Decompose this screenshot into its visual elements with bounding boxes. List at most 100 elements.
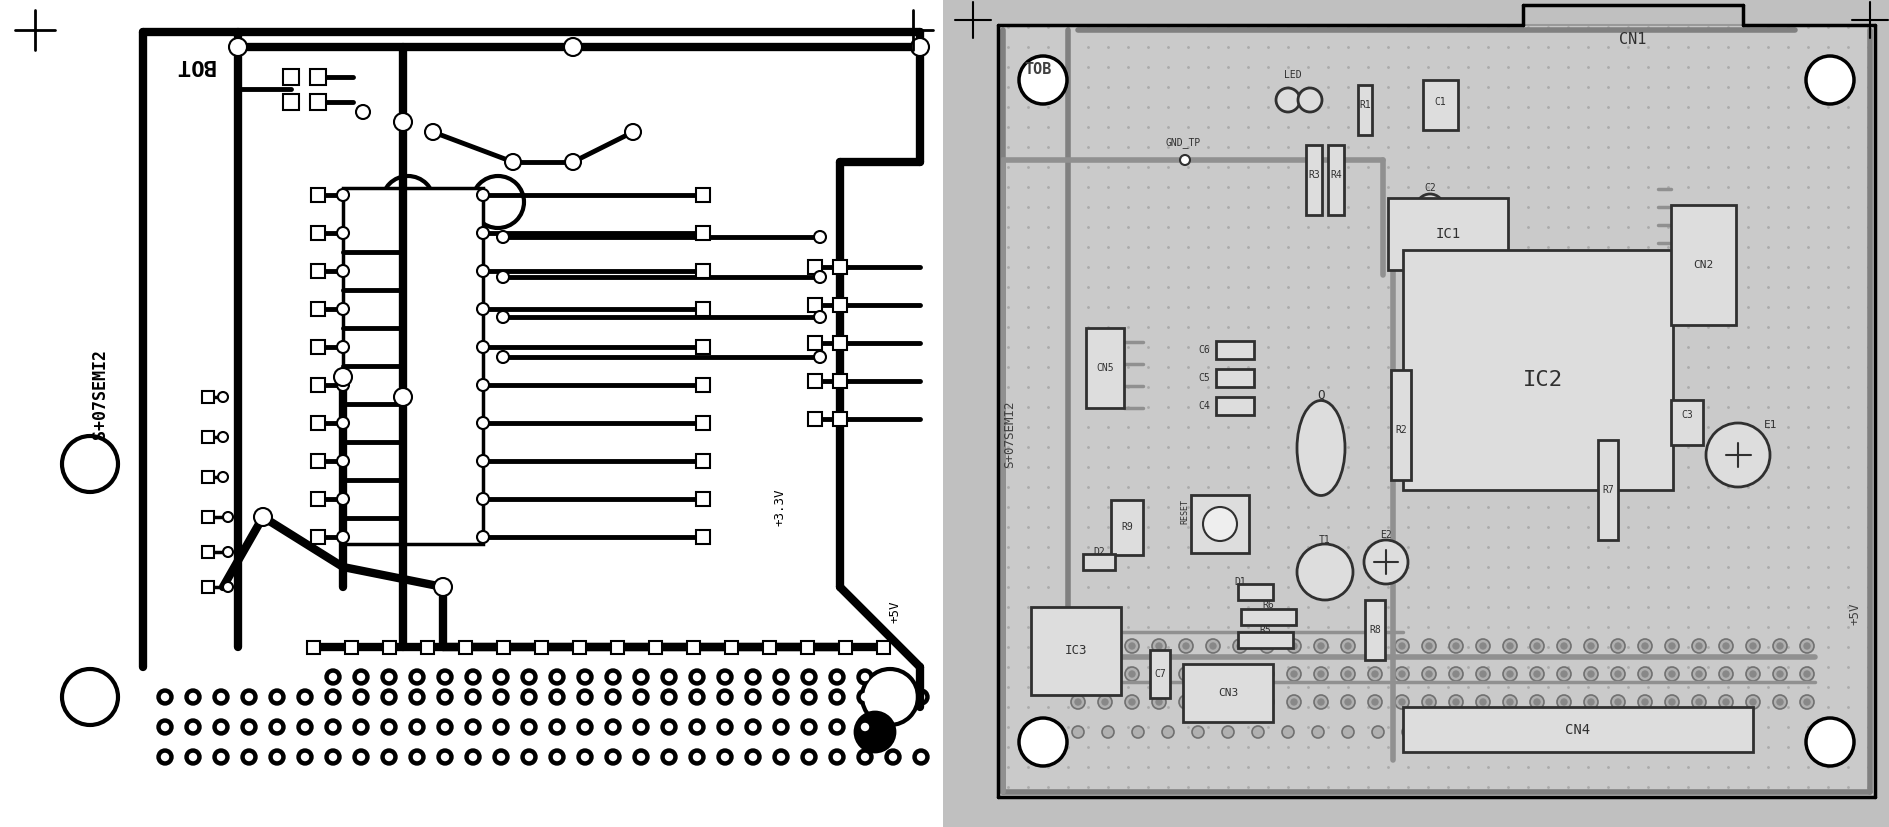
- Circle shape: [1668, 671, 1674, 677]
- Text: E2: E2: [1379, 530, 1390, 540]
- Circle shape: [157, 719, 174, 735]
- Circle shape: [1192, 726, 1203, 738]
- Circle shape: [1638, 639, 1651, 653]
- Circle shape: [776, 673, 784, 681]
- Circle shape: [1745, 667, 1759, 681]
- Circle shape: [1668, 643, 1674, 649]
- Text: R9: R9: [1120, 522, 1132, 532]
- Circle shape: [353, 689, 368, 705]
- Circle shape: [814, 231, 825, 243]
- Circle shape: [213, 689, 229, 705]
- Circle shape: [525, 753, 533, 761]
- Circle shape: [801, 719, 816, 735]
- Bar: [202, 431, 213, 443]
- Bar: [695, 188, 710, 202]
- Circle shape: [1398, 643, 1404, 649]
- Circle shape: [274, 724, 280, 730]
- Circle shape: [604, 689, 621, 705]
- Circle shape: [1232, 695, 1247, 709]
- Circle shape: [1341, 726, 1353, 738]
- Circle shape: [661, 719, 676, 735]
- Circle shape: [1462, 726, 1473, 738]
- Circle shape: [476, 417, 489, 429]
- Circle shape: [385, 724, 393, 730]
- Circle shape: [476, 341, 489, 353]
- Circle shape: [912, 749, 929, 765]
- Circle shape: [476, 379, 489, 391]
- Circle shape: [856, 749, 873, 765]
- Circle shape: [1075, 671, 1081, 677]
- Circle shape: [223, 512, 232, 522]
- Circle shape: [1124, 667, 1139, 681]
- Circle shape: [750, 724, 756, 730]
- Circle shape: [408, 669, 425, 685]
- Bar: [723, 640, 737, 653]
- Circle shape: [1260, 695, 1273, 709]
- Bar: [1598, 440, 1617, 540]
- Circle shape: [1124, 695, 1139, 709]
- Bar: [1328, 145, 1343, 215]
- Circle shape: [689, 749, 705, 765]
- Bar: [312, 416, 325, 430]
- Circle shape: [1371, 699, 1377, 705]
- Circle shape: [504, 154, 521, 170]
- Circle shape: [1664, 695, 1677, 709]
- Circle shape: [385, 673, 393, 681]
- Circle shape: [1071, 667, 1084, 681]
- Circle shape: [814, 271, 825, 283]
- Circle shape: [336, 303, 349, 315]
- Circle shape: [1745, 639, 1759, 653]
- Circle shape: [336, 493, 349, 505]
- Text: TOB: TOB: [1024, 63, 1050, 78]
- Circle shape: [750, 694, 756, 700]
- Circle shape: [1128, 699, 1135, 705]
- Circle shape: [302, 694, 308, 700]
- Circle shape: [1776, 643, 1781, 649]
- Text: RESET: RESET: [1181, 500, 1188, 524]
- Circle shape: [1071, 695, 1084, 709]
- Circle shape: [1694, 671, 1702, 677]
- Bar: [833, 374, 846, 388]
- Bar: [312, 302, 325, 316]
- Circle shape: [1124, 639, 1139, 653]
- Circle shape: [637, 724, 644, 730]
- Circle shape: [1098, 695, 1111, 709]
- Bar: [808, 336, 822, 350]
- Circle shape: [829, 749, 844, 765]
- Circle shape: [408, 719, 425, 735]
- Circle shape: [1583, 667, 1598, 681]
- Circle shape: [336, 531, 349, 543]
- Circle shape: [493, 689, 508, 705]
- Circle shape: [1453, 699, 1458, 705]
- Circle shape: [1749, 671, 1755, 677]
- Circle shape: [637, 753, 644, 761]
- Circle shape: [436, 719, 453, 735]
- Circle shape: [1128, 671, 1135, 677]
- Circle shape: [1313, 695, 1328, 709]
- Text: C5: C5: [1198, 373, 1209, 383]
- Bar: [312, 188, 325, 202]
- Circle shape: [336, 227, 349, 239]
- Bar: [833, 260, 846, 274]
- Text: IC2: IC2: [1523, 370, 1562, 390]
- Circle shape: [1664, 667, 1677, 681]
- Bar: [1031, 607, 1120, 695]
- Circle shape: [1668, 699, 1674, 705]
- Circle shape: [1453, 643, 1458, 649]
- Circle shape: [1506, 699, 1513, 705]
- Circle shape: [884, 749, 901, 765]
- Circle shape: [1179, 695, 1192, 709]
- Bar: [312, 454, 325, 468]
- Text: R5: R5: [1258, 625, 1269, 635]
- Circle shape: [576, 749, 593, 765]
- Circle shape: [1772, 639, 1787, 653]
- Circle shape: [1432, 726, 1443, 738]
- Circle shape: [329, 724, 336, 730]
- Circle shape: [716, 669, 733, 685]
- Circle shape: [1235, 643, 1243, 649]
- Circle shape: [548, 669, 565, 685]
- Circle shape: [1264, 671, 1269, 677]
- Circle shape: [1506, 671, 1513, 677]
- Text: R3: R3: [1307, 170, 1319, 180]
- Circle shape: [334, 368, 351, 386]
